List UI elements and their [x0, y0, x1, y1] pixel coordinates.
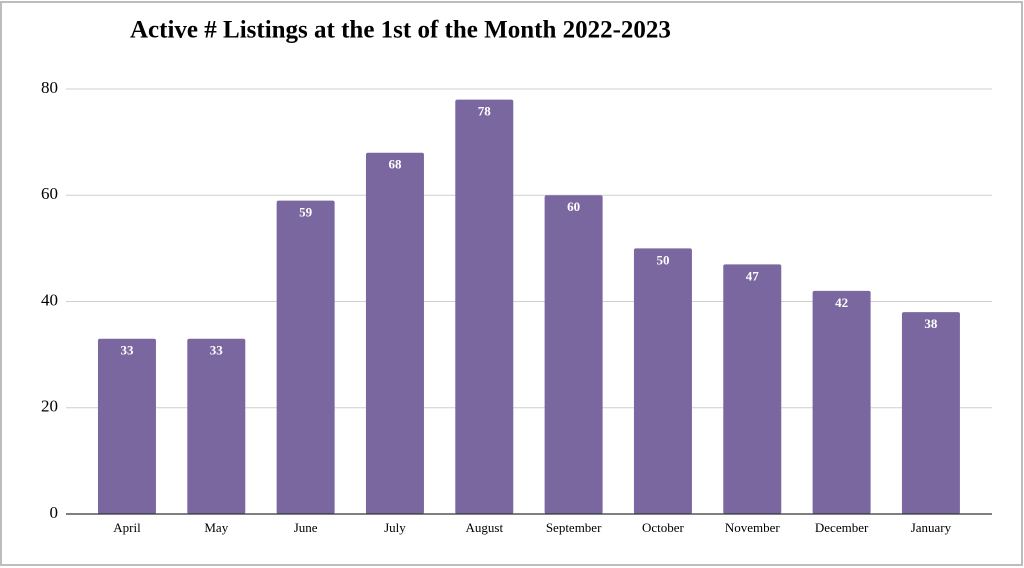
x-tick-label: January — [911, 520, 952, 535]
x-tick-label: August — [466, 520, 504, 535]
data-label: 33 — [120, 343, 134, 358]
data-label: 50 — [656, 252, 669, 267]
bar — [544, 195, 603, 514]
data-label: 68 — [388, 157, 402, 172]
y-tick-label: 40 — [41, 290, 58, 309]
data-label: 42 — [835, 295, 848, 310]
x-tick-label: December — [815, 520, 869, 535]
chart-title: Active # Listings at the 1st of the Mont… — [130, 17, 671, 44]
bar — [633, 248, 692, 514]
data-label: 78 — [478, 104, 492, 119]
bar — [365, 152, 424, 514]
data-label: 59 — [299, 205, 313, 220]
data-label: 60 — [567, 199, 580, 214]
x-tick-label: April — [113, 520, 141, 535]
data-label: 38 — [924, 316, 938, 331]
y-tick-label: 60 — [41, 184, 58, 203]
x-tick-label: July — [384, 520, 406, 535]
y-tick-label: 20 — [41, 397, 58, 416]
bar — [276, 200, 335, 514]
x-tick-label: October — [642, 520, 685, 535]
bar — [812, 290, 871, 514]
x-tick-label: September — [546, 520, 602, 535]
x-tick-label: November — [725, 520, 781, 535]
data-label: 33 — [210, 343, 224, 358]
y-tick-label: 80 — [41, 78, 58, 97]
bar — [97, 338, 156, 514]
y-tick-label: 0 — [50, 503, 59, 522]
bar — [901, 312, 960, 514]
data-label: 47 — [746, 268, 760, 283]
x-tick-label: June — [294, 520, 318, 535]
x-tick-label: May — [204, 520, 228, 535]
bar — [723, 264, 782, 514]
bar — [455, 99, 514, 514]
bar — [187, 338, 246, 514]
